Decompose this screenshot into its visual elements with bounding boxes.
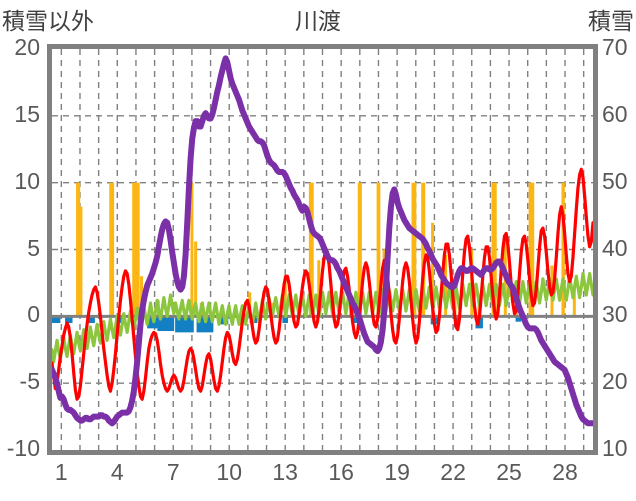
right-axis-tick-label: 70	[602, 34, 628, 60]
chart-title: 川渡	[295, 8, 341, 34]
right-axis-tick-label: 40	[602, 234, 628, 261]
right-axis-tick-label: 50	[602, 167, 628, 194]
x-axis-tick-label: 28	[552, 459, 578, 485]
left-axis-tick-label: 15	[14, 100, 40, 127]
right-axis-title: 積雪	[588, 8, 634, 34]
x-axis-tick-label: 7	[166, 459, 180, 485]
x-axis-tick-label: 22	[440, 459, 466, 485]
left-axis-tick-label: 0	[27, 301, 40, 328]
x-axis-tick-label: 1	[54, 459, 68, 485]
left-axis-title: 積雪以外	[2, 8, 94, 34]
series-lines-layer	[52, 55, 593, 427]
x-axis-tick-label: 25	[496, 459, 522, 485]
x-axis-tick-label: 10	[216, 459, 243, 485]
x-axis-tick-label: 19	[384, 459, 410, 485]
right-axis-tick-label: 10	[602, 435, 628, 461]
right-axis-tick-label: 20	[602, 368, 628, 395]
x-axis-tick-label: 16	[328, 459, 354, 485]
x-axis-tick-label: 13	[272, 459, 298, 485]
left-axis-tick-label: 5	[27, 234, 40, 261]
left-axis-tick-label: 10	[14, 167, 40, 194]
x-axis-tick-label: 4	[110, 459, 124, 485]
plot-area	[47, 44, 598, 455]
right-axis-tick-label: 60	[602, 100, 628, 127]
left-axis-tick-label: 20	[14, 34, 40, 60]
left-axis-tick-label: -10	[6, 435, 40, 461]
right-axis-tick-label: 30	[602, 301, 628, 328]
left-axis-tick-label: -5	[19, 368, 40, 395]
